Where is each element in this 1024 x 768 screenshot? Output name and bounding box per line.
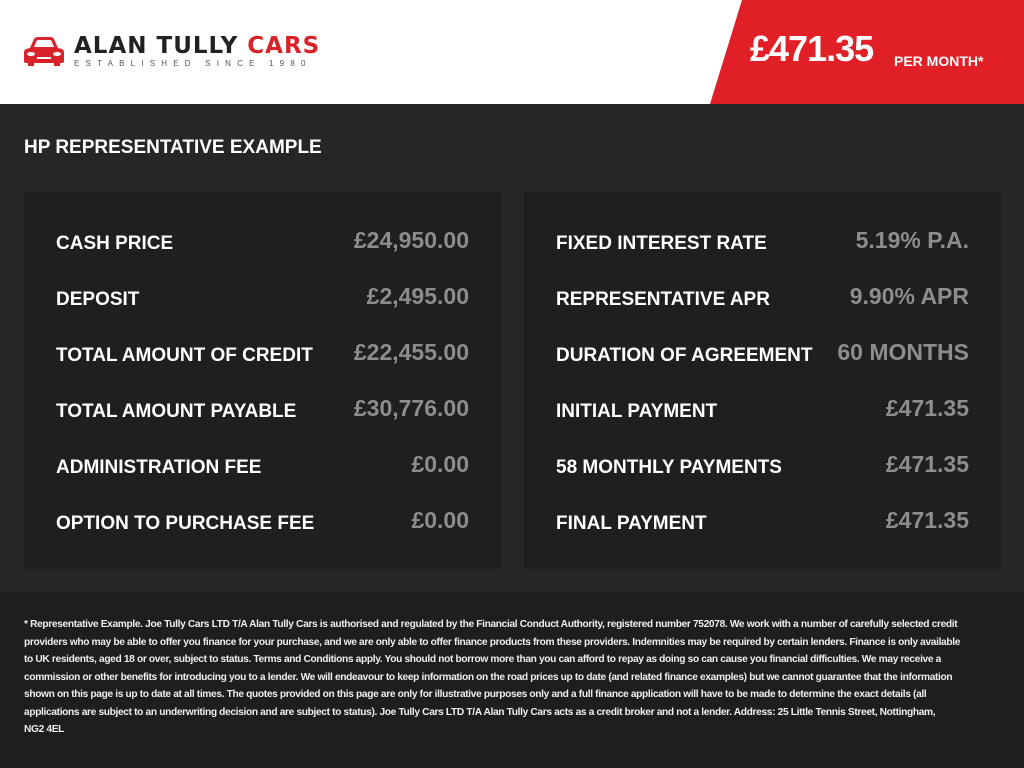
finance-row: INITIAL PAYMENT £471.35 xyxy=(556,380,969,436)
finance-row: DEPOSIT £2,495.00 xyxy=(56,268,469,324)
brand-tagline: ESTABLISHED SINCE 1980 xyxy=(74,59,312,68)
finance-row: REPRESENTATIVE APR 9.90% APR xyxy=(556,268,969,324)
brand-name: ALAN TULLY CARS xyxy=(74,33,321,59)
finance-label: DURATION OF AGREEMENT xyxy=(556,345,813,366)
disclaimer-line: * Representative Example. Joe Tully Cars… xyxy=(24,619,958,630)
monthly-price-banner: £471.35 PER MONTH* xyxy=(710,0,1024,104)
finance-label: INITIAL PAYMENT xyxy=(556,401,718,422)
finance-value: £471.35 xyxy=(885,450,969,477)
finance-panel-left: CASH PRICE £24,950.00 DEPOSIT £2,495.00 TOTA… xyxy=(24,192,501,569)
disclaimer-line: to UK residents, aged 18 or over, subjec… xyxy=(24,654,941,665)
disclaimer: * Representative Example. Joe Tully Cars… xyxy=(0,592,1024,768)
finance-row: DURATION OF AGREEMENT 60 MONTHS xyxy=(556,324,969,380)
finance-value: 5.19% P.A. xyxy=(855,226,969,253)
finance-value: 60 MONTHS xyxy=(837,338,969,365)
finance-value: £0.00 xyxy=(411,506,469,533)
finance-value: £2,495.00 xyxy=(366,282,469,309)
finance-row: FINAL PAYMENT £471.35 xyxy=(556,492,969,548)
finance-row: FIXED INTEREST RATE 5.19% P.A. xyxy=(556,212,969,268)
monthly-price: £471.35 xyxy=(750,28,874,69)
finance-value: £24,950.00 xyxy=(353,226,469,253)
header: ALAN TULLY CARS ESTABLISHED SINCE 1980 £… xyxy=(0,0,1024,104)
car-logo-icon xyxy=(24,37,64,66)
disclaimer-line: shown on this page is up to date at all … xyxy=(24,689,927,700)
finance-row: CASH PRICE £24,950.00 xyxy=(56,212,469,268)
finance-panel-right: FIXED INTEREST RATE 5.19% P.A. REPRESENTAT… xyxy=(524,192,1001,569)
finance-label: ADMINISTRATION FEE xyxy=(56,457,262,478)
finance-row: 58 MONTHLY PAYMENTS £471.35 xyxy=(556,436,969,492)
finance-value: £22,455.00 xyxy=(353,338,469,365)
finance-label: FIXED INTEREST RATE xyxy=(556,233,767,254)
finance-row: OPTION TO PURCHASE FEE £0.00 xyxy=(56,492,469,548)
finance-value: £30,776.00 xyxy=(353,394,469,421)
finance-label: TOTAL AMOUNT PAYABLE xyxy=(56,401,297,422)
logo[interactable]: ALAN TULLY CARS ESTABLISHED SINCE 1980 xyxy=(24,34,320,68)
finance-row: TOTAL AMOUNT OF CREDIT £22,455.00 xyxy=(56,324,469,380)
finance-row: TOTAL AMOUNT PAYABLE £30,776.00 xyxy=(56,380,469,436)
finance-row: ADMINISTRATION FEE £0.00 xyxy=(56,436,469,492)
disclaimer-line: NG2 4EL xyxy=(24,724,65,735)
finance-value: 9.90% APR xyxy=(849,282,969,309)
finance-value: £471.35 xyxy=(885,506,969,533)
finance-label: FINAL PAYMENT xyxy=(556,513,707,534)
finance-label: DEPOSIT xyxy=(56,289,140,310)
finance-label: OPTION TO PURCHASE FEE xyxy=(56,513,315,534)
disclaimer-line: applications are subject to an underwrit… xyxy=(24,706,936,718)
section-title: HP REPRESENTATIVE EXAMPLE xyxy=(24,137,322,158)
finance-value: £471.35 xyxy=(885,394,969,421)
disclaimer-line: commission or other benefits for introdu… xyxy=(24,671,953,683)
finance-label: CASH PRICE xyxy=(56,233,174,254)
disclaimer-line: providers who may be able to offer you f… xyxy=(24,636,961,648)
finance-label: REPRESENTATIVE APR xyxy=(556,289,770,310)
finance-label: TOTAL AMOUNT OF CREDIT xyxy=(56,345,313,366)
finance-label: 58 MONTHLY PAYMENTS xyxy=(556,457,782,478)
per-month-label: PER MONTH* xyxy=(894,53,984,69)
finance-value: £0.00 xyxy=(411,450,469,477)
